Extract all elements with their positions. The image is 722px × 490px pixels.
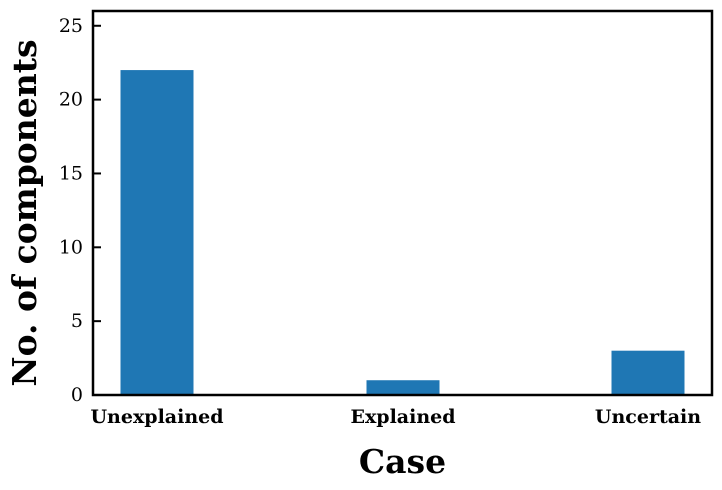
bar-explained xyxy=(366,380,440,395)
plot-frame xyxy=(91,9,714,397)
bar-uncertain xyxy=(611,350,685,395)
y-ticks-group: 0 5 10 15 20 25 xyxy=(59,15,101,406)
bars-group xyxy=(120,70,685,396)
x-tick-label: Explained xyxy=(350,406,455,428)
x-tick-label: Unexplained xyxy=(90,406,223,428)
bar-unexplained xyxy=(120,70,194,396)
x-ticks-group: Unexplained Explained Uncertain xyxy=(90,406,701,428)
y-tick-label: 25 xyxy=(59,15,83,37)
y-tick-label: 0 xyxy=(71,384,83,406)
y-tick-label: 5 xyxy=(71,310,83,332)
y-axis-title: No. of components xyxy=(5,39,44,386)
y-tick-label: 20 xyxy=(59,89,83,111)
x-axis-title: Case xyxy=(359,442,446,481)
y-tick-label: 15 xyxy=(59,162,83,184)
y-tick-label: 10 xyxy=(59,236,83,258)
x-tick-label: Uncertain xyxy=(595,406,701,428)
